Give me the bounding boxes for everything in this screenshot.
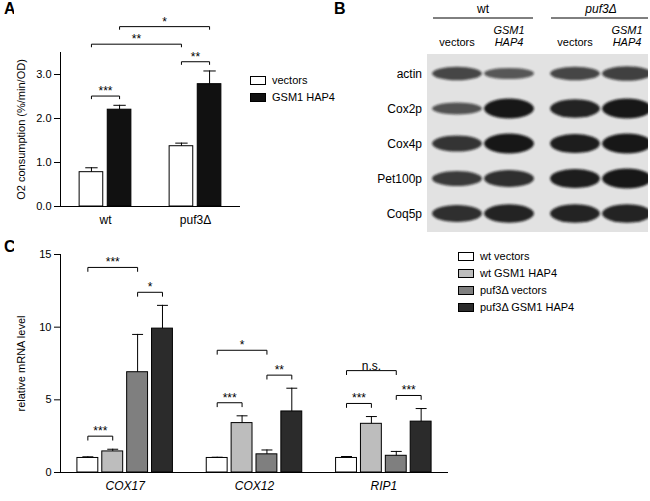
- html-text:GSM1 HAP4: GSM1 HAP4: [272, 91, 335, 103]
- svg-text:3.0: 3.0: [36, 68, 51, 80]
- html-text:wt GSM1 HAP4: wt GSM1 HAP4: [480, 267, 557, 279]
- svg-text:O2 consumption (%/min/OD): O2 consumption (%/min/OD): [15, 59, 27, 200]
- svg-text:*: *: [240, 338, 245, 352]
- svg-text:vectors: vectors: [439, 36, 475, 48]
- svg-text:GSM1HAP4: GSM1HAP4: [493, 24, 524, 48]
- svg-text:***: ***: [98, 84, 112, 98]
- svg-text:RIP1: RIP1: [370, 479, 397, 493]
- svg-text:0.0: 0.0: [36, 200, 51, 212]
- svg-text:Pet100p: Pet100p: [377, 172, 422, 186]
- svg-text:15: 15: [39, 248, 51, 260]
- svg-text:puf3Δ: puf3Δ: [180, 213, 211, 227]
- svg-text:n.s.: n.s.: [362, 359, 381, 373]
- svg-text:***: ***: [352, 391, 366, 405]
- svg-text:Cox4p: Cox4p: [387, 137, 422, 151]
- svg-text:**: **: [275, 363, 285, 377]
- html-text:wt vectors: wt vectors: [480, 250, 530, 262]
- svg-text:actin: actin: [397, 67, 422, 81]
- svg-text:10: 10: [39, 321, 51, 333]
- svg-text:0: 0: [45, 466, 51, 478]
- svg-text:***: ***: [402, 383, 416, 397]
- svg-text:vectors: vectors: [557, 36, 593, 48]
- html-text:C: C: [4, 238, 16, 255]
- svg-text:5: 5: [45, 393, 51, 405]
- svg-text:**: **: [132, 32, 142, 46]
- svg-text:1.0: 1.0: [36, 156, 51, 168]
- svg-text:Coq5p: Coq5p: [387, 207, 423, 221]
- svg-text:*: *: [162, 15, 167, 29]
- html-text:A: A: [4, 0, 16, 17]
- svg-text:wt: wt: [99, 213, 113, 227]
- svg-text:***: ***: [223, 391, 237, 405]
- svg-text:GSM1HAP4: GSM1HAP4: [611, 24, 642, 48]
- svg-text:relative mRNA level: relative mRNA level: [15, 316, 27, 412]
- svg-text:***: ***: [106, 255, 120, 269]
- svg-text:*: *: [148, 280, 153, 294]
- html-text:puf3Δ vectors: puf3Δ vectors: [480, 284, 547, 296]
- html-text:vectors: vectors: [272, 74, 308, 86]
- svg-text:wt: wt: [476, 2, 490, 16]
- svg-text:Cox2p: Cox2p: [387, 102, 422, 116]
- html-text:B: B: [334, 0, 346, 17]
- svg-text:puf3Δ: puf3Δ: [584, 2, 616, 16]
- svg-text:COX12: COX12: [235, 479, 275, 493]
- svg-text:***: ***: [93, 424, 107, 438]
- svg-text:2.0: 2.0: [36, 112, 51, 124]
- html-text:puf3Δ GSM1 HAP4: puf3Δ GSM1 HAP4: [480, 301, 575, 313]
- svg-text:**: **: [191, 50, 201, 64]
- svg-text:COX17: COX17: [105, 479, 146, 493]
